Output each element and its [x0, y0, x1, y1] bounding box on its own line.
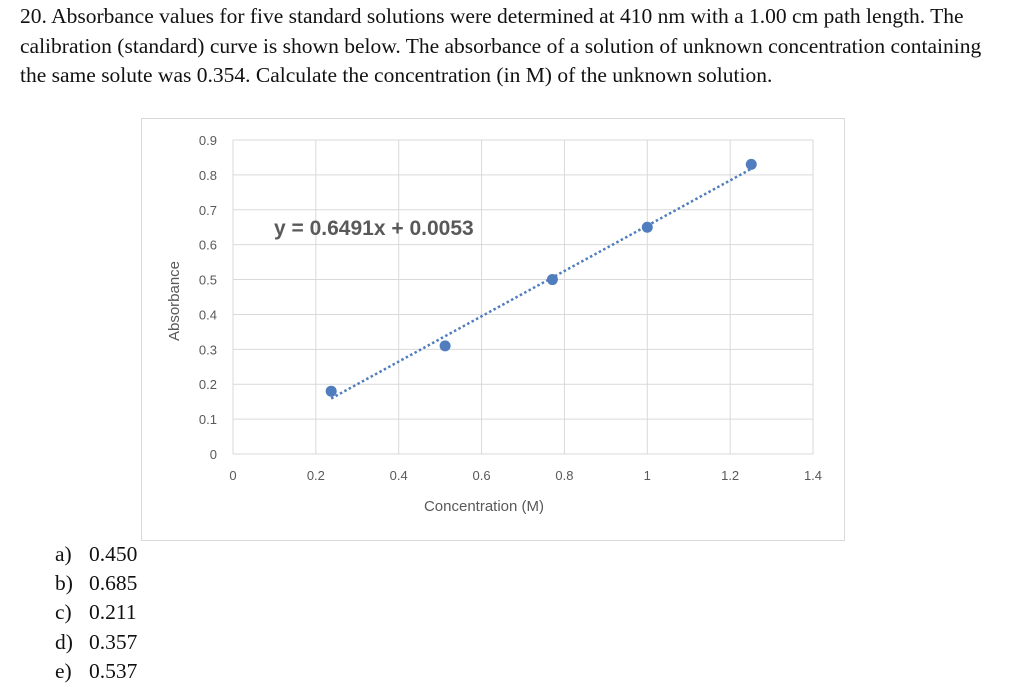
y-tick-label: 0.7 [199, 203, 217, 218]
x-tick-label: 0.2 [307, 468, 325, 483]
data-points [325, 158, 757, 397]
answer-option: a) 0.450 [55, 540, 137, 569]
option-letter: c) [55, 600, 72, 625]
y-tick-label: 0 [210, 447, 217, 462]
x-tick-label: 0 [229, 468, 236, 483]
trendline-layer [330, 167, 752, 400]
trendline-equation: y = 0.6491x + 0.0053 [274, 217, 474, 240]
y-axis-title: Absorbance [166, 261, 183, 341]
x-tick-label: 0.4 [390, 468, 408, 483]
data-point [325, 385, 337, 397]
x-tick-label: 0.8 [555, 468, 573, 483]
answer-option: c) 0.211 [55, 598, 137, 627]
x-tick-label: 1 [644, 468, 651, 483]
option-value: 0.211 [89, 600, 137, 625]
data-point [546, 274, 558, 286]
calibration-chart: 0 0.1 0.2 0.3 0.4 0.5 0.6 0.7 0.8 0.9 0 0.2 0.4 0.6 0… [141, 118, 845, 541]
y-tick-label: 0.3 [199, 342, 217, 357]
x-axis-title: Concentration (M) [424, 498, 544, 515]
answer-option: b) 0.685 [55, 569, 137, 598]
y-tick-label: 0.8 [199, 168, 217, 183]
y-axis-ticks: 0 0.1 0.2 0.3 0.4 0.5 0.6 0.7 0.8 0.9 [199, 133, 217, 462]
data-point [745, 158, 757, 170]
x-tick-label: 1.2 [721, 468, 739, 483]
y-tick-label: 0.6 [199, 238, 217, 253]
answer-option: d) 0.357 [55, 628, 137, 657]
data-point [641, 221, 653, 233]
trendline [330, 167, 752, 400]
x-axis-ticks: 0 0.2 0.4 0.6 0.8 1 1.2 1.4 [229, 468, 822, 483]
y-tick-label: 0.9 [199, 133, 217, 148]
answer-options: a) 0.450 b) 0.685 c) 0.211 d) 0.357 e) 0.537 [55, 540, 137, 686]
option-letter: a) [55, 542, 72, 566]
chart-svg: 00.10.20.30.40.50.60.70.80.9 0 0.2 0.4 0.6 0… [166, 133, 822, 515]
option-letter: e) [55, 658, 72, 683]
option-value: 0.537 [89, 658, 138, 683]
x-tick-label: 0.6 [473, 468, 491, 483]
option-letter: d) [55, 629, 73, 654]
y-tick-label: 0.1 [199, 412, 217, 427]
answer-option: e) 0.537 [55, 657, 137, 686]
option-value: 0.357 [89, 629, 138, 654]
x-tick-label: 1.4 [804, 468, 822, 483]
y-tick-label: 0.2 [199, 377, 217, 392]
data-point [439, 340, 451, 352]
y-tick-label: 0.4 [199, 307, 217, 322]
chart-grid [232, 139, 814, 455]
question-text: 20. Absorbance values for five standard … [20, 4, 982, 87]
option-value: 0.685 [89, 571, 138, 596]
option-value: 0.450 [89, 542, 138, 566]
y-tick-label: 0.5 [199, 273, 217, 288]
option-letter: b) [55, 571, 73, 596]
